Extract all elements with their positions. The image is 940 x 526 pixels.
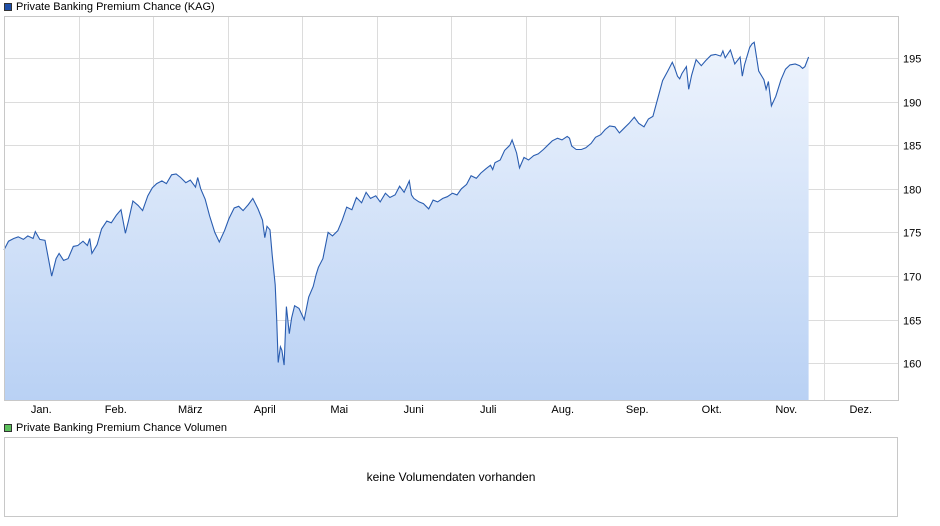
plot-frame (4, 16, 899, 401)
price-legend-swatch (4, 3, 12, 11)
y-tick-label: 195 (903, 54, 921, 66)
price-legend: Private Banking Premium Chance (KAG) (4, 1, 215, 13)
price-chart: 160 165 170 175 180 185 190 195 Jan. Feb. März Apr… (3, 16, 921, 416)
y-tick-label: 180 (903, 185, 921, 197)
volume-legend-label: Private Banking Premium Chance Volumen (16, 422, 227, 434)
price-area (4, 42, 809, 400)
volume-legend-swatch (4, 424, 12, 432)
x-tick-label: April (254, 404, 276, 416)
price-legend-label: Private Banking Premium Chance (KAG) (16, 1, 215, 13)
x-tick-label: März (178, 404, 202, 416)
no-volume-message: keine Volumendaten vorhanden (366, 470, 536, 484)
y-tick-label: 175 (903, 228, 921, 240)
y-axis: 160 165 170 175 180 185 190 195 (903, 54, 921, 371)
price-line (3, 41, 810, 366)
volume-panel: keine Volumendaten vorhanden (4, 437, 898, 517)
y-tick-label: 170 (903, 272, 921, 284)
x-tick-label: Feb. (105, 404, 127, 416)
y-tick-label: 160 (903, 359, 921, 371)
x-tick-label: Nov. (775, 404, 797, 416)
x-tick-label: Okt. (702, 404, 722, 416)
volume-legend: Private Banking Premium Chance Volumen (4, 422, 227, 434)
y-tick-label: 185 (903, 141, 921, 153)
x-tick-label: Mai (330, 404, 348, 416)
x-tick-label: Juni (404, 404, 424, 416)
y-tick-label: 165 (903, 316, 921, 328)
x-tick-label: Aug. (551, 404, 574, 416)
x-tick-label: Jan. (31, 404, 52, 416)
x-axis: Jan. Feb. März April Mai Juni Juli Aug. Sep. Okt.… (31, 404, 872, 416)
x-tick-label: Dez. (849, 404, 872, 416)
x-tick-label: Juli (480, 404, 497, 416)
y-tick-label: 190 (903, 98, 921, 110)
x-tick-label: Sep. (626, 404, 649, 416)
